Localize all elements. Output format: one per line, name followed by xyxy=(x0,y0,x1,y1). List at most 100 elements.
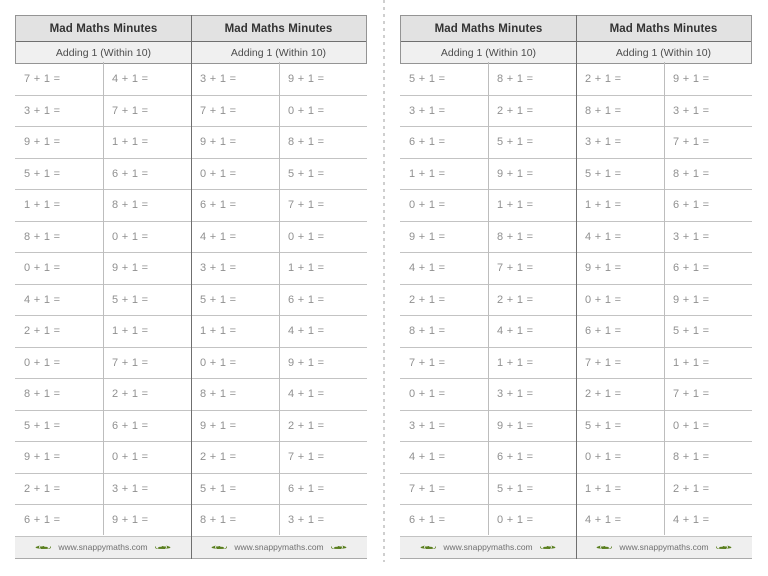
problem-cell: 3 + 1 = xyxy=(112,482,149,495)
problem-cell: 4 + 1 = xyxy=(585,514,622,527)
footer-cell: www.snappymaths.com xyxy=(400,537,576,558)
worksheet-title: Mad Maths Minutes xyxy=(224,22,333,35)
problem-cell: 2 + 1 = xyxy=(112,388,149,401)
problem-cell: 8 + 1 = xyxy=(24,230,61,243)
problem-cell: 7 + 1 = xyxy=(409,356,446,369)
problem-cell: 6 + 1 = xyxy=(112,419,149,432)
site-url: www.snappymaths.com xyxy=(619,542,709,552)
problem-cell: 9 + 1 = xyxy=(24,136,61,149)
problem-cell: 4 + 1 = xyxy=(673,514,710,527)
problem-cell: 5 + 1 = xyxy=(200,482,237,495)
problem-cell: 2 + 1 = xyxy=(409,293,446,306)
problem-cell: 8 + 1 = xyxy=(200,388,237,401)
problem-row: 7 + 1 = 1 + 1 = 7 + 1 = 1 + 1 = xyxy=(400,348,752,379)
problem-cell: 5 + 1 = xyxy=(585,167,622,180)
site-url: www.snappymaths.com xyxy=(234,542,324,552)
worksheet-panel-left: Mad Maths Minutes Mad Maths Minutes Addi… xyxy=(15,15,367,559)
problem-cell: 6 + 1 = xyxy=(673,262,710,275)
problem-cell: 6 + 1 = xyxy=(673,199,710,212)
problem-cell: 8 + 1 = xyxy=(497,73,534,86)
problem-cell: 0 + 1 = xyxy=(112,451,149,464)
subtable-divider xyxy=(575,15,577,559)
site-url: www.snappymaths.com xyxy=(58,542,148,552)
worksheet-subtitle: Adding 1 (Within 10) xyxy=(615,46,712,59)
problem-cell: 8 + 1 = xyxy=(288,136,325,149)
problem-cell: 2 + 1 = xyxy=(288,419,325,432)
problem-cell: 9 + 1 = xyxy=(112,514,149,527)
problem-row: 5 + 1 = 6 + 1 = 0 + 1 = 5 + 1 = xyxy=(15,159,367,190)
problem-cell: 1 + 1 = xyxy=(497,356,534,369)
problem-row: 0 + 1 = 9 + 1 = 3 + 1 = 1 + 1 = xyxy=(15,253,367,285)
problem-cell: 8 + 1 = xyxy=(585,104,622,117)
problem-cell: 9 + 1 = xyxy=(673,73,710,86)
problem-cell: 8 + 1 = xyxy=(112,199,149,212)
problem-cell: 9 + 1 = xyxy=(200,419,237,432)
problem-cell: 2 + 1 = xyxy=(585,388,622,401)
crocodile-icon xyxy=(420,544,437,549)
crocodile-icon xyxy=(154,544,171,549)
problem-cell: 4 + 1 = xyxy=(585,230,622,243)
problem-cell: 7 + 1 = xyxy=(673,388,710,401)
problem-cell: 9 + 1 = xyxy=(673,293,710,306)
problem-cell: 3 + 1 = xyxy=(585,136,622,149)
problem-cell: 7 + 1 = xyxy=(497,262,534,275)
problem-cell: 8 + 1 = xyxy=(409,325,446,338)
problem-cell: 5 + 1 = xyxy=(409,73,446,86)
problem-cell: 0 + 1 = xyxy=(497,514,534,527)
problem-cell: 5 + 1 = xyxy=(497,482,534,495)
footer-cell: www.snappymaths.com xyxy=(15,537,191,558)
problem-cell: 5 + 1 = xyxy=(673,325,710,338)
problem-cell: 1 + 1 = xyxy=(585,199,622,212)
problem-cell: 5 + 1 = xyxy=(200,293,237,306)
crocodile-icon xyxy=(715,544,732,549)
problem-cell: 3 + 1 = xyxy=(673,104,710,117)
problem-cell: 6 + 1 = xyxy=(497,451,534,464)
worksheet-title: Mad Maths Minutes xyxy=(609,22,718,35)
problem-cell: 0 + 1 = xyxy=(24,262,61,275)
problem-cell: 5 + 1 = xyxy=(24,167,61,180)
problem-cell: 8 + 1 = xyxy=(200,514,237,527)
problem-cell: 6 + 1 = xyxy=(288,482,325,495)
worksheet-title: Mad Maths Minutes xyxy=(434,22,543,35)
problem-cell: 6 + 1 = xyxy=(200,199,237,212)
worksheet-subtitle: Adding 1 (Within 10) xyxy=(230,46,327,59)
problem-cell: 0 + 1 = xyxy=(409,199,446,212)
problem-cell: 6 + 1 = xyxy=(409,514,446,527)
problem-cell: 0 + 1 = xyxy=(585,293,622,306)
problem-cell: 7 + 1 = xyxy=(24,73,61,86)
problem-cell: 4 + 1 = xyxy=(409,262,446,275)
problem-cell: 7 + 1 = xyxy=(112,356,149,369)
problem-cell: 0 + 1 = xyxy=(200,356,237,369)
site-url: www.snappymaths.com xyxy=(443,542,533,552)
footer-cell: www.snappymaths.com xyxy=(191,537,367,558)
problem-cell: 1 + 1 = xyxy=(497,199,534,212)
problem-row: 9 + 1 = 0 + 1 = 2 + 1 = 7 + 1 = xyxy=(15,442,367,474)
worksheet-subtitle: Adding 1 (Within 10) xyxy=(55,46,152,59)
problem-cell: 4 + 1 = xyxy=(200,230,237,243)
problem-cell: 7 + 1 = xyxy=(409,482,446,495)
problem-cell: 0 + 1 = xyxy=(200,167,237,180)
problem-cell: 8 + 1 = xyxy=(673,451,710,464)
problem-cell: 1 + 1 = xyxy=(200,325,237,338)
problem-cell: 2 + 1 = xyxy=(497,293,534,306)
column-divider xyxy=(102,62,104,535)
problem-cell: 9 + 1 = xyxy=(112,262,149,275)
problem-cell: 3 + 1 = xyxy=(200,262,237,275)
worksheet-panel-right: Mad Maths Minutes Mad Maths Minutes Addi… xyxy=(400,15,752,559)
problem-cell: 0 + 1 = xyxy=(585,451,622,464)
problem-cell: 2 + 1 = xyxy=(200,451,237,464)
problem-cell: 5 + 1 = xyxy=(497,136,534,149)
dashed-cut-line xyxy=(383,0,385,562)
problem-cell: 9 + 1 = xyxy=(200,136,237,149)
problem-row: 8 + 1 = 4 + 1 = 6 + 1 = 5 + 1 = xyxy=(400,316,752,348)
problem-row: 4 + 1 = 5 + 1 = 5 + 1 = 6 + 1 = xyxy=(15,285,367,316)
problem-cell: 2 + 1 = xyxy=(585,73,622,86)
column-divider xyxy=(487,62,489,535)
problem-cell: 4 + 1 = xyxy=(288,388,325,401)
footer-cell: www.snappymaths.com xyxy=(576,537,752,558)
problem-cell: 2 + 1 = xyxy=(497,104,534,117)
problem-cell: 3 + 1 = xyxy=(673,230,710,243)
crocodile-icon xyxy=(596,544,613,549)
problem-cell: 0 + 1 = xyxy=(409,388,446,401)
problem-cell: 0 + 1 = xyxy=(112,230,149,243)
